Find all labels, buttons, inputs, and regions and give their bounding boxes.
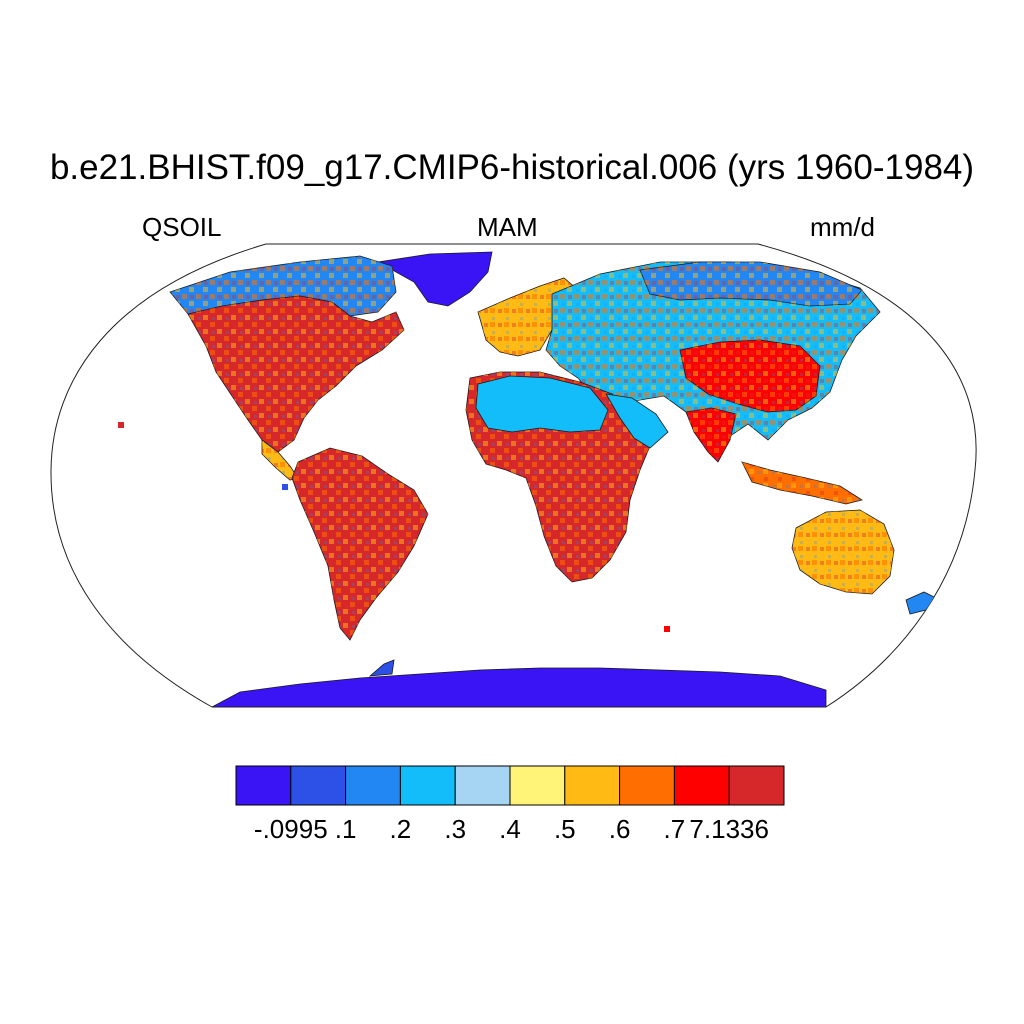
- units-label: mm/d: [810, 212, 875, 242]
- sahara-region: [475, 375, 609, 433]
- colorbar-box: [619, 765, 675, 806]
- canada-arctic-landmass-texture: [170, 256, 396, 316]
- colorbar-box: [509, 765, 566, 806]
- colorbar-box: [235, 765, 292, 806]
- colorbar-tick-label: -.0995: [253, 814, 328, 844]
- colorbar-tick-label: .2: [389, 814, 412, 844]
- colorbar-box: [564, 765, 621, 806]
- central-america-landmass-texture: [262, 440, 298, 480]
- north-america-landmass-texture: [188, 296, 404, 452]
- antarctic-peninsula: [368, 659, 395, 677]
- colorbar-tick-label: .7: [663, 814, 686, 844]
- colorbar-tick-label: .6: [608, 814, 631, 844]
- tibet-china-landmass-texture: [680, 340, 820, 412]
- colorbar-tick-label: .3: [444, 814, 467, 844]
- kerguelen-island: [664, 626, 670, 632]
- southeast-asia-islands-texture: [742, 462, 862, 504]
- galapagos-island: [282, 484, 288, 490]
- colorbar-box: [673, 765, 730, 806]
- greenland-landmass: [376, 251, 493, 307]
- colorbar-box: [728, 765, 785, 806]
- arabia-landmass: [605, 393, 669, 449]
- colorbar-tick-label: 7.1336: [689, 814, 769, 844]
- hawaii-island: [118, 422, 124, 428]
- australia-landmass-texture: [792, 510, 894, 594]
- colorbar-box: [399, 765, 456, 806]
- variable-label: QSOIL: [142, 212, 222, 242]
- south-america-landmass-texture: [292, 448, 428, 640]
- antarctica-landmass: [211, 667, 827, 707]
- map-title: b.e21.BHIST.f09_g17.CMIP6-historical.006…: [49, 148, 975, 187]
- colorbar-box: [454, 765, 511, 806]
- colorbar-tick-label: .4: [499, 814, 521, 844]
- colorbar-tick-label: .1: [334, 814, 357, 844]
- siberia-landmass-texture: [640, 262, 862, 306]
- season-label: MAM: [477, 212, 538, 242]
- colorbar: [235, 765, 785, 806]
- india-landmass-texture: [686, 408, 736, 462]
- colorbar-box: [345, 765, 401, 806]
- colorbar-tick-label: .5: [553, 814, 576, 844]
- colorbar-box: [290, 765, 347, 806]
